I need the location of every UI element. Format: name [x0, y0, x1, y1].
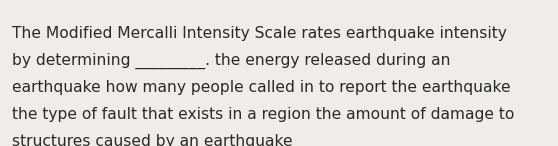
Text: structures caused by an earthquake: structures caused by an earthquake — [12, 134, 293, 146]
Text: earthquake how many people called in to report the earthquake: earthquake how many people called in to … — [12, 80, 511, 95]
Text: by determining _________. the energy released during an: by determining _________. the energy rel… — [12, 53, 451, 69]
Text: the type of fault that exists in a region the amount of damage to: the type of fault that exists in a regio… — [12, 107, 514, 122]
Text: The Modified Mercalli Intensity Scale rates earthquake intensity: The Modified Mercalli Intensity Scale ra… — [12, 26, 507, 41]
